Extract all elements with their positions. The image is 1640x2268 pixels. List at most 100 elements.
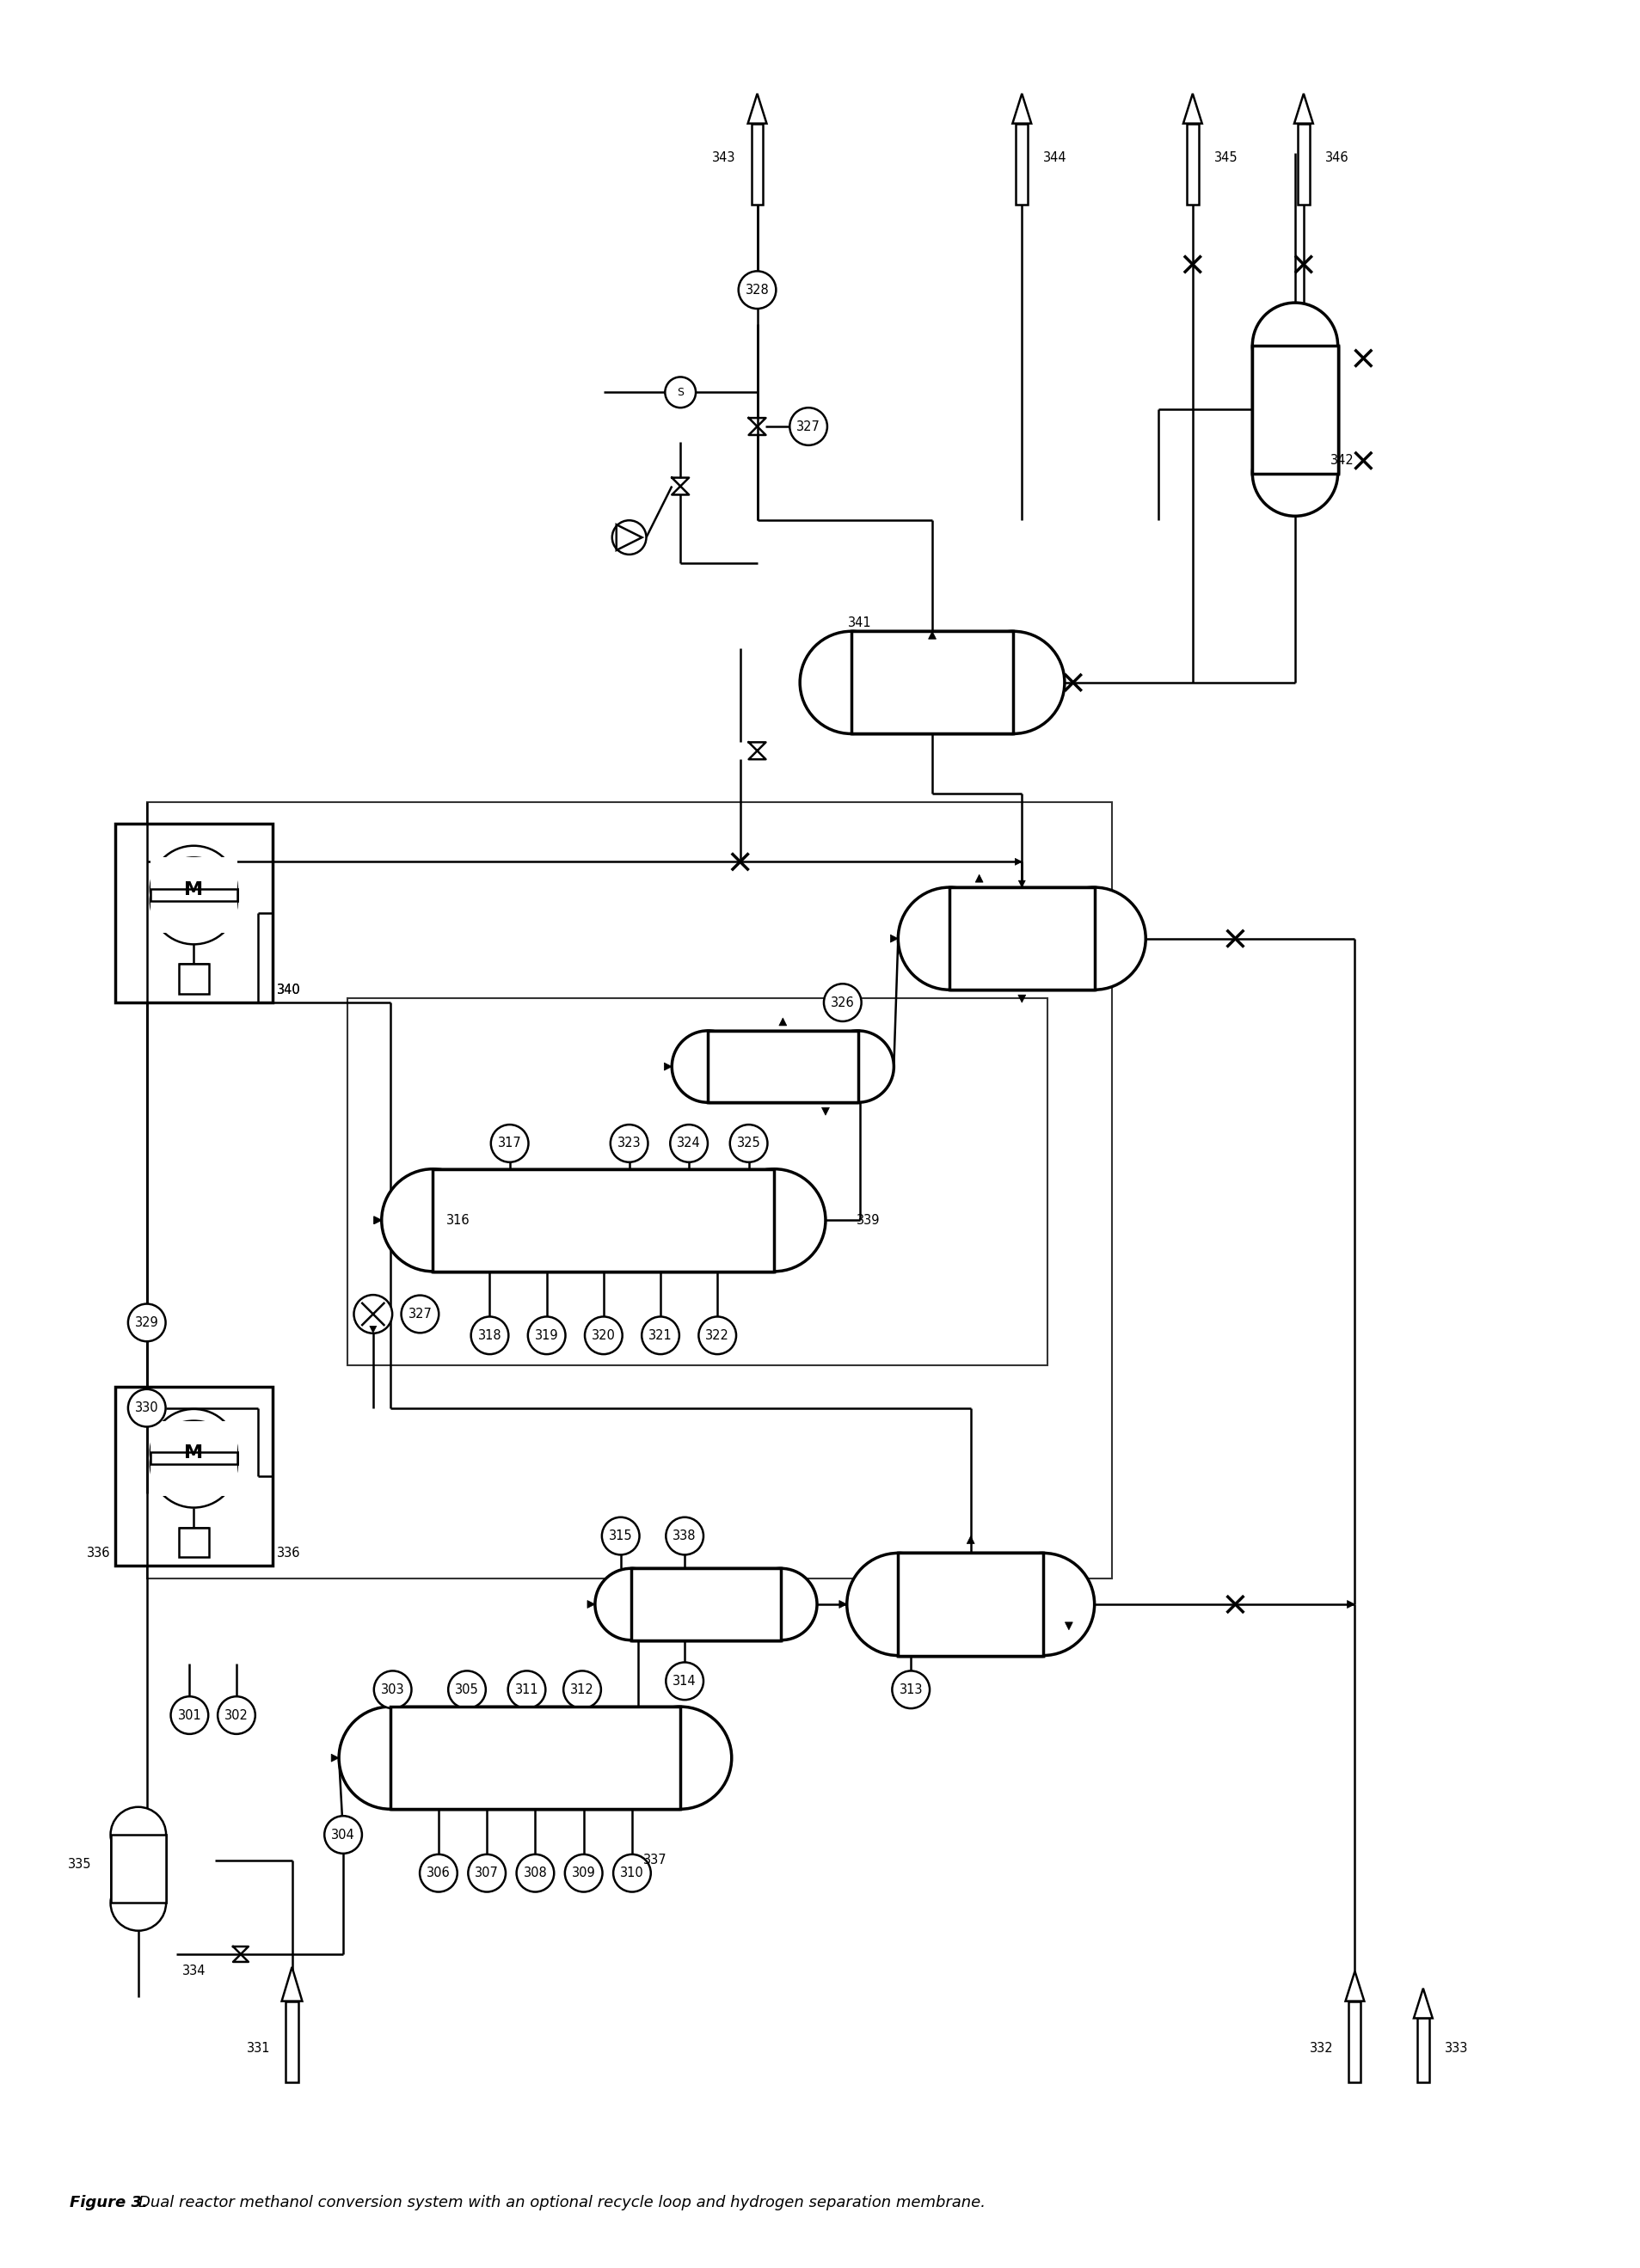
Ellipse shape bbox=[612, 519, 646, 553]
Ellipse shape bbox=[151, 1408, 238, 1497]
Circle shape bbox=[666, 1662, 704, 1699]
Text: 335: 335 bbox=[67, 1857, 92, 1871]
Circle shape bbox=[699, 1318, 736, 1354]
Bar bbox=[1043, 887, 1094, 989]
Text: 321: 321 bbox=[648, 1329, 672, 1343]
Ellipse shape bbox=[595, 1569, 667, 1640]
Text: 312: 312 bbox=[571, 1683, 594, 1696]
Text: 325: 325 bbox=[736, 1136, 761, 1150]
Ellipse shape bbox=[110, 1876, 166, 1930]
Ellipse shape bbox=[1043, 887, 1146, 989]
Text: 309: 309 bbox=[572, 1867, 595, 1880]
Circle shape bbox=[325, 1817, 362, 1853]
Polygon shape bbox=[282, 1966, 302, 2000]
Circle shape bbox=[730, 1125, 768, 1161]
Ellipse shape bbox=[672, 1030, 743, 1102]
Bar bbox=[723, 1168, 774, 1272]
Text: 336: 336 bbox=[87, 1547, 110, 1560]
Bar bbox=[179, 964, 208, 993]
Polygon shape bbox=[617, 524, 641, 551]
Bar bbox=[631, 1569, 781, 1640]
Text: 313: 313 bbox=[899, 1683, 923, 1696]
Polygon shape bbox=[369, 1327, 377, 1334]
Text: M: M bbox=[184, 1445, 203, 1463]
Bar bbox=[1253, 345, 1338, 474]
Bar bbox=[1015, 122, 1028, 204]
Text: 302: 302 bbox=[225, 1708, 249, 1721]
Circle shape bbox=[420, 1855, 458, 1892]
Text: 306: 306 bbox=[426, 1867, 451, 1880]
Bar bbox=[390, 1708, 441, 1810]
Circle shape bbox=[564, 1672, 600, 1708]
Text: 342: 342 bbox=[1330, 454, 1355, 467]
Text: 334: 334 bbox=[182, 1964, 205, 1978]
Circle shape bbox=[128, 1304, 166, 1340]
Ellipse shape bbox=[151, 1420, 238, 1508]
Bar bbox=[433, 1168, 484, 1272]
Text: 329: 329 bbox=[134, 1315, 159, 1329]
Text: 339: 339 bbox=[856, 1213, 881, 1227]
Text: 305: 305 bbox=[454, 1683, 479, 1696]
Bar bbox=[992, 1554, 1043, 1656]
Bar bbox=[899, 1554, 1043, 1656]
Circle shape bbox=[440, 1202, 477, 1238]
Polygon shape bbox=[822, 1107, 830, 1116]
Circle shape bbox=[892, 1672, 930, 1708]
Text: 327: 327 bbox=[797, 420, 820, 433]
Bar bbox=[708, 1030, 858, 1102]
Text: S: S bbox=[677, 388, 684, 397]
Ellipse shape bbox=[800, 631, 902, 735]
Text: 337: 337 bbox=[643, 1853, 667, 1867]
Ellipse shape bbox=[151, 857, 238, 943]
Text: 318: 318 bbox=[477, 1329, 502, 1343]
Bar bbox=[950, 887, 1000, 989]
Text: 320: 320 bbox=[592, 1329, 615, 1343]
Bar bbox=[708, 1030, 743, 1102]
Polygon shape bbox=[1018, 996, 1025, 1002]
Polygon shape bbox=[374, 1216, 382, 1225]
Circle shape bbox=[666, 1517, 704, 1556]
Text: 324: 324 bbox=[677, 1136, 700, 1150]
Ellipse shape bbox=[1253, 431, 1338, 517]
Ellipse shape bbox=[723, 1168, 825, 1272]
Bar bbox=[110, 1835, 166, 1862]
Bar bbox=[950, 887, 1094, 989]
Text: 303: 303 bbox=[380, 1683, 405, 1696]
Ellipse shape bbox=[382, 1168, 484, 1272]
Polygon shape bbox=[1064, 1622, 1073, 1631]
Ellipse shape bbox=[846, 1554, 950, 1656]
Bar bbox=[851, 631, 902, 735]
Circle shape bbox=[666, 376, 695, 408]
Bar bbox=[1348, 2000, 1361, 2082]
Ellipse shape bbox=[899, 887, 1000, 989]
Text: 340: 340 bbox=[277, 984, 300, 996]
Circle shape bbox=[448, 1672, 485, 1708]
Bar bbox=[851, 631, 1014, 735]
Circle shape bbox=[613, 1855, 651, 1892]
Text: 308: 308 bbox=[523, 1867, 548, 1880]
Bar bbox=[745, 1569, 781, 1640]
Circle shape bbox=[790, 408, 827, 445]
Bar bbox=[963, 631, 1014, 735]
Text: 314: 314 bbox=[672, 1674, 697, 1687]
Bar bbox=[179, 1526, 208, 1558]
Circle shape bbox=[528, 1318, 566, 1354]
Polygon shape bbox=[1015, 857, 1022, 864]
Bar bbox=[1297, 122, 1310, 204]
Text: 311: 311 bbox=[515, 1683, 538, 1696]
Polygon shape bbox=[748, 93, 766, 122]
Bar bbox=[899, 1554, 1043, 1656]
Text: 336: 336 bbox=[277, 1547, 300, 1560]
Circle shape bbox=[374, 1672, 412, 1708]
Circle shape bbox=[171, 1696, 208, 1735]
Bar bbox=[151, 889, 238, 932]
Ellipse shape bbox=[339, 1708, 441, 1810]
Text: 343: 343 bbox=[712, 152, 736, 163]
Polygon shape bbox=[331, 1753, 339, 1762]
Text: 330: 330 bbox=[134, 1402, 159, 1415]
Text: 332: 332 bbox=[1310, 2041, 1333, 2055]
Circle shape bbox=[564, 1855, 602, 1892]
Ellipse shape bbox=[992, 1554, 1094, 1656]
Text: 316: 316 bbox=[446, 1213, 471, 1227]
Circle shape bbox=[471, 1318, 508, 1354]
